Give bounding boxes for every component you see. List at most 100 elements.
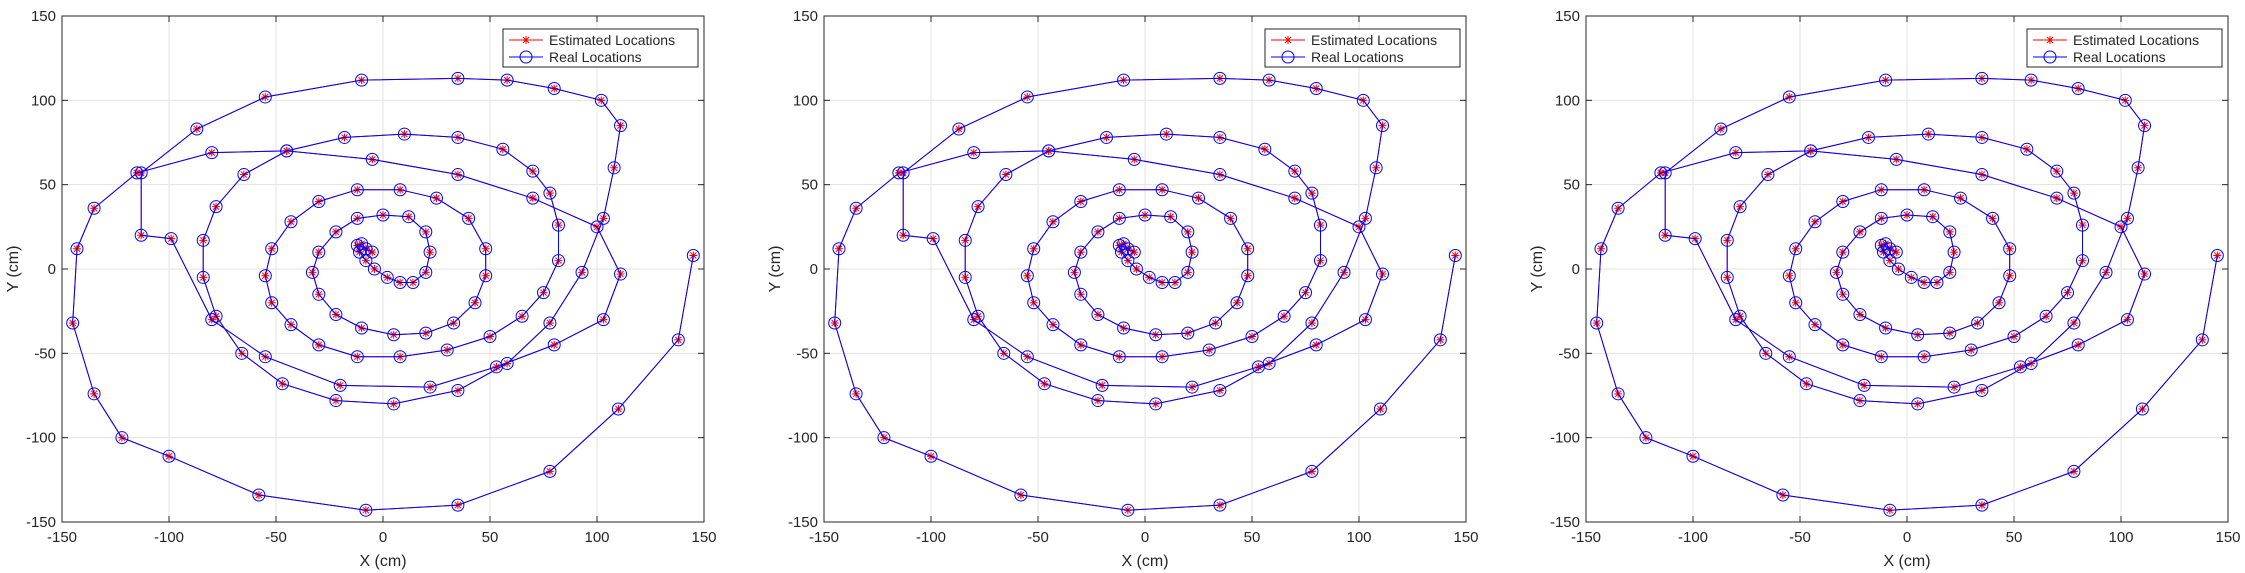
data-point-real (1975, 383, 1989, 397)
data-point-real (547, 338, 561, 352)
data-point-real (526, 164, 540, 178)
data-point-real (1853, 225, 1867, 239)
axes-box (61, 15, 705, 523)
data-point-real (2138, 267, 2152, 281)
data-point-real (451, 383, 465, 397)
data-point-real (2210, 249, 2224, 263)
data-point-real (1879, 321, 1893, 335)
data-point-real (1277, 309, 1291, 323)
data-point-real (1943, 265, 1957, 279)
data-point-real (1288, 164, 1302, 178)
data-point-real (2071, 338, 2085, 352)
legend-label-1: Estimated Locations (1311, 32, 1437, 48)
data-point-real (1313, 218, 1327, 232)
legend-label-2: Real Locations (1311, 49, 1404, 65)
data-point-real (1074, 338, 1088, 352)
data-point-real (275, 377, 289, 391)
data-point-real (1658, 228, 1672, 242)
data-point-real (2039, 309, 2053, 323)
data-point-real (1155, 275, 1169, 289)
data-point-real (1921, 127, 1935, 141)
data-point-real (423, 380, 437, 394)
data-point-real (1117, 321, 1131, 335)
data-point-real (258, 350, 272, 364)
data-point-real (1891, 262, 1905, 276)
data-point-real (967, 313, 981, 327)
data-point-real (1947, 380, 1961, 394)
data-point-real (115, 431, 129, 445)
y-axis-label: Y (cm) (767, 246, 784, 293)
data-point-real (543, 316, 557, 330)
x-tick-label: 150 (691, 529, 716, 546)
legend-label-2: Real Locations (2073, 49, 2166, 65)
data-point-real (440, 343, 454, 357)
data-point-real (1112, 238, 1126, 252)
data-point-real (1241, 242, 1255, 256)
data-point-real (2131, 161, 2145, 175)
data-point-real (967, 146, 981, 160)
x-tick-label: -50 (1027, 529, 1049, 546)
data-point-real (1782, 350, 1796, 364)
data-point-real (447, 316, 461, 330)
data-point-real (1112, 183, 1126, 197)
x-tick-label: -100 (1678, 529, 1708, 546)
data-point-real (2013, 360, 2027, 374)
data-point-real (329, 225, 343, 239)
data-point-real (1138, 208, 1152, 222)
data-point-real (1975, 168, 1989, 182)
data-point-real (419, 225, 433, 239)
data-point-real (1262, 73, 1276, 87)
y-tick-label: 50 (39, 177, 56, 194)
data-point-real (924, 449, 938, 463)
data-point-real (537, 286, 550, 300)
data-point-real (896, 166, 910, 180)
data-point-real (1782, 90, 1796, 104)
data-point-real (1761, 168, 1775, 182)
data-point-real (1305, 316, 1319, 330)
data-point-real (1027, 242, 1041, 256)
data-point-real (350, 183, 364, 197)
data-point-real (1337, 265, 1351, 279)
data-point-real (1129, 262, 1143, 276)
data-point-real (1356, 93, 1370, 107)
data-point-real (1986, 211, 2000, 225)
data-point-real (590, 220, 604, 234)
data-point-real (1099, 130, 1113, 144)
y-tick-label: -50 (1558, 345, 1580, 362)
y-axis-label: Y (cm) (1529, 246, 1546, 293)
data-point-real (1159, 127, 1173, 141)
data-point-real (468, 296, 482, 310)
data-point-real (393, 183, 407, 197)
data-point-real (479, 269, 493, 283)
data-point-real (2050, 164, 2064, 178)
data-point-real (87, 201, 101, 215)
axes-box (823, 15, 1467, 523)
data-point-real (1095, 378, 1109, 392)
data-point-real (611, 402, 625, 416)
data-point-real (1836, 195, 1850, 209)
data-point-real (999, 168, 1013, 182)
x-tick-label: -100 (154, 529, 184, 546)
data-point-real (607, 161, 621, 175)
data-point-real (496, 142, 510, 156)
data-point-real (1213, 168, 1227, 182)
data-point-real (1288, 191, 1302, 205)
data-point-real (1046, 318, 1060, 332)
data-point-real (350, 211, 364, 225)
data-point-real (352, 245, 366, 259)
x-axis-label: X (cm) (1883, 553, 1930, 570)
data-point-real (1117, 73, 1131, 87)
axes-box (1585, 15, 2229, 523)
data-point-real (2067, 316, 2081, 330)
data-point-real (1042, 144, 1056, 158)
data-point-real (1720, 233, 1734, 247)
data-point-real (2075, 254, 2089, 268)
data-point-real (1836, 338, 1850, 352)
y-tick-label: -150 (26, 514, 56, 531)
data-point-real (402, 210, 416, 224)
data-point-real (2003, 242, 2017, 256)
data-point-real (280, 144, 294, 158)
data-point-real (209, 200, 223, 214)
data-point-real (997, 346, 1011, 360)
data-point-real (235, 346, 249, 360)
